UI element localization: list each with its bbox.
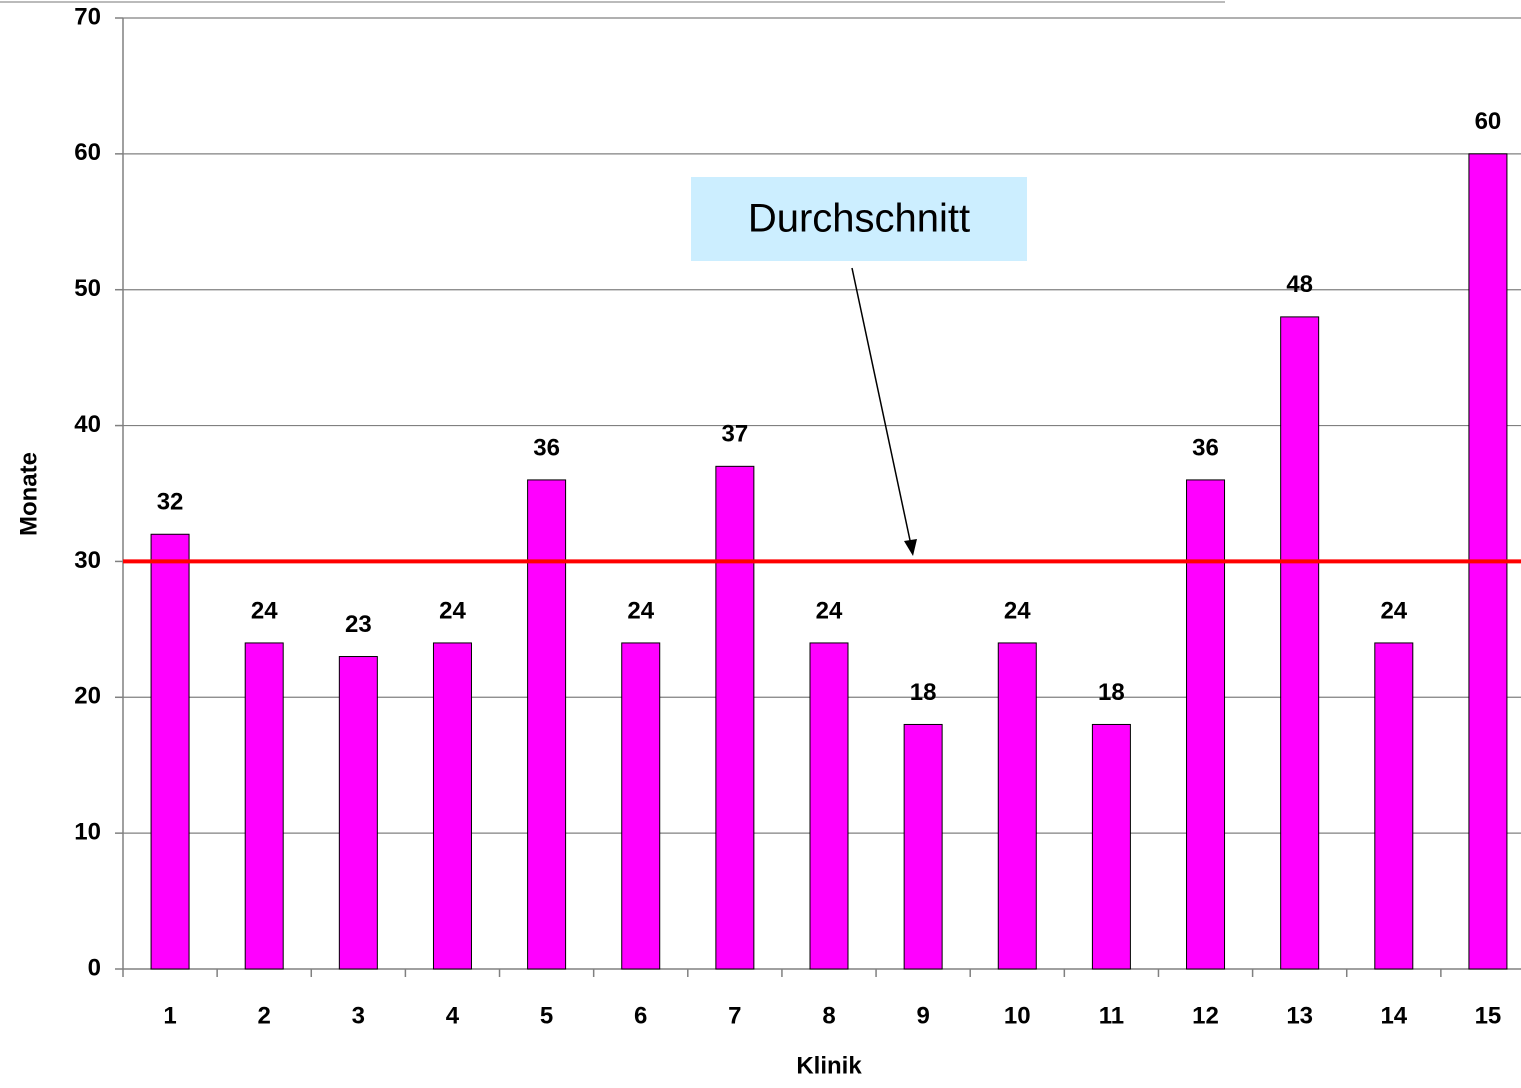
x-tick-label: 15 <box>1475 1002 1502 1029</box>
x-tick-label: 14 <box>1380 1002 1407 1029</box>
bar <box>715 465 755 970</box>
data-label: 23 <box>345 611 372 638</box>
data-label: 48 <box>1286 271 1313 298</box>
annotation-arrow <box>851 267 912 546</box>
x-tick-label: 5 <box>540 1002 553 1029</box>
bar <box>1091 723 1131 970</box>
annotation-box <box>691 177 1027 261</box>
x-tick-label: 12 <box>1192 1002 1219 1029</box>
data-label: 37 <box>722 421 749 448</box>
x-tick-label: 6 <box>634 1002 647 1029</box>
bar <box>338 656 378 970</box>
y-tick-label: 20 <box>74 683 101 710</box>
bar <box>1186 479 1226 970</box>
x-tick-label: 11 <box>1099 1002 1124 1029</box>
data-label: 24 <box>439 597 466 624</box>
bar <box>997 642 1037 970</box>
data-label: 36 <box>533 434 560 461</box>
y-tick-label: 70 <box>74 3 101 30</box>
bar <box>1374 642 1414 970</box>
data-label: 24 <box>251 597 278 624</box>
data-label: 32 <box>157 489 184 516</box>
x-tick-label: 10 <box>1004 1002 1031 1029</box>
data-label: 36 <box>1192 434 1219 461</box>
x-tick-label: 7 <box>728 1002 741 1029</box>
x-tick-label: 2 <box>258 1002 271 1029</box>
bar <box>244 642 284 970</box>
bar <box>903 723 943 970</box>
bar <box>1280 316 1320 970</box>
bar <box>150 533 190 970</box>
x-tick-label: 9 <box>916 1002 929 1029</box>
data-label: 18 <box>1098 679 1125 706</box>
arrow-head <box>904 539 917 556</box>
data-label: 60 <box>1475 108 1502 135</box>
bar <box>621 642 661 970</box>
bar <box>432 642 472 970</box>
data-label: 24 <box>1380 597 1407 624</box>
x-tick-label: 4 <box>446 1002 460 1029</box>
x-tick-label: 3 <box>352 1002 365 1029</box>
data-label: 24 <box>816 597 843 624</box>
x-tick-label: 13 <box>1286 1002 1313 1029</box>
y-tick-label: 50 <box>74 275 101 302</box>
data-label: 18 <box>910 679 937 706</box>
y-axis-label: Monate <box>15 452 42 536</box>
x-tick-label: 1 <box>163 1002 176 1029</box>
data-label: 24 <box>627 597 654 624</box>
y-tick-label: 60 <box>74 139 101 166</box>
bar <box>527 479 567 970</box>
x-axis-label: Klinik <box>796 1052 862 1079</box>
data-label: 24 <box>1004 597 1031 624</box>
y-tick-label: 0 <box>88 954 101 981</box>
y-tick-label: 30 <box>74 547 101 574</box>
y-tick-label: 10 <box>74 818 101 845</box>
bar <box>809 642 849 970</box>
x-tick-label: 8 <box>822 1002 835 1029</box>
annotation-text: Durchschnitt <box>748 197 970 241</box>
y-tick-label: 40 <box>74 411 101 438</box>
